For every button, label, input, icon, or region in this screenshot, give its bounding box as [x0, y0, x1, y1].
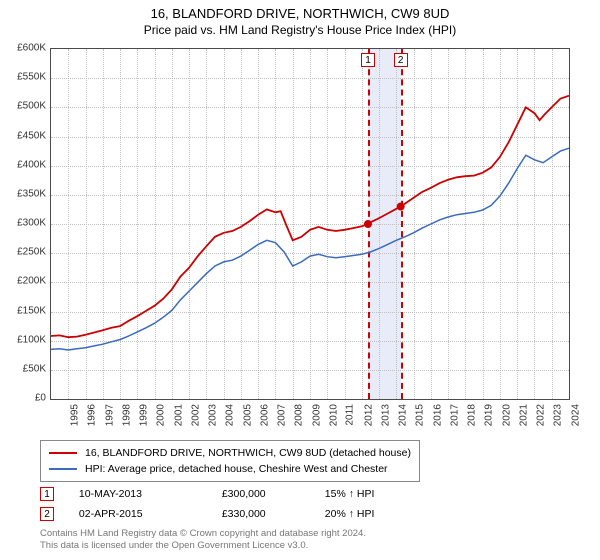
x-axis-label: 2019	[484, 404, 495, 426]
y-axis-label: £250K	[0, 247, 46, 258]
x-axis-label: 2002	[190, 404, 201, 426]
footnote-line: Contains HM Land Registry data © Crown c…	[40, 528, 366, 540]
x-axis-label: 2010	[328, 404, 339, 426]
x-axis-label: 2014	[397, 404, 408, 426]
chart-container: { "title": "16, BLANDFORD DRIVE, NORTHWI…	[0, 0, 600, 560]
sale-point-marker	[397, 203, 405, 211]
footnote-line: This data is licensed under the Open Gov…	[40, 540, 366, 552]
sale-index-badge: 1	[40, 487, 54, 501]
y-axis-label: £400K	[0, 159, 46, 170]
x-axis-label: 2006	[259, 404, 270, 426]
page-subtitle: Price paid vs. HM Land Registry's House …	[0, 21, 600, 41]
series-line-property	[51, 96, 569, 338]
legend-swatch	[49, 468, 77, 470]
x-axis-label: 2022	[535, 404, 546, 426]
y-axis-label: £550K	[0, 72, 46, 83]
x-axis-label: 2005	[242, 404, 253, 426]
x-axis-label: 2007	[276, 404, 287, 426]
legend-swatch	[49, 452, 77, 454]
legend-item: 16, BLANDFORD DRIVE, NORTHWICH, CW9 8UD …	[49, 445, 411, 461]
footnote: Contains HM Land Registry data © Crown c…	[40, 528, 366, 552]
y-axis-label: £500K	[0, 101, 46, 112]
y-axis-label: £150K	[0, 305, 46, 316]
x-axis-label: 1996	[87, 404, 98, 426]
table-row: 1 10-MAY-2013 £300,000 15% ↑ HPI	[40, 484, 445, 504]
y-axis-label: £0	[0, 393, 46, 404]
x-axis-label: 2017	[449, 404, 460, 426]
x-axis-label: 2008	[294, 404, 305, 426]
sale-price: £330,000	[222, 504, 322, 524]
x-axis-label: 2009	[311, 404, 322, 426]
x-axis-label: 1997	[104, 404, 115, 426]
y-axis-label: £450K	[0, 130, 46, 141]
x-axis-label: 2021	[518, 404, 529, 426]
y-axis-label: £100K	[0, 334, 46, 345]
x-axis-label: 2024	[570, 404, 581, 426]
chart-plot-area: 12	[50, 48, 570, 400]
y-axis-label: £600K	[0, 43, 46, 54]
x-axis-label: 2004	[225, 404, 236, 426]
series-line-hpi	[51, 148, 569, 350]
y-axis-label: £300K	[0, 218, 46, 229]
y-axis-label: £50K	[0, 363, 46, 374]
sale-hpi-diff: 20% ↑ HPI	[325, 504, 445, 524]
table-row: 2 02-APR-2015 £330,000 20% ↑ HPI	[40, 504, 445, 524]
legend-label: 16, BLANDFORD DRIVE, NORTHWICH, CW9 8UD …	[85, 447, 411, 459]
x-axis-label: 1999	[138, 404, 149, 426]
sale-price: £300,000	[222, 484, 322, 504]
sales-table: 1 10-MAY-2013 £300,000 15% ↑ HPI 2 02-AP…	[40, 484, 445, 524]
sale-hpi-diff: 15% ↑ HPI	[325, 484, 445, 504]
x-axis-label: 2023	[553, 404, 564, 426]
chart-svg	[51, 49, 569, 399]
x-axis-label: 2003	[207, 404, 218, 426]
x-axis-label: 2020	[501, 404, 512, 426]
x-axis-label: 2013	[380, 404, 391, 426]
y-axis-label: £200K	[0, 276, 46, 287]
legend: 16, BLANDFORD DRIVE, NORTHWICH, CW9 8UD …	[40, 440, 420, 482]
x-axis-label: 1995	[69, 404, 80, 426]
x-axis-label: 2018	[466, 404, 477, 426]
legend-label: HPI: Average price, detached house, Ches…	[85, 463, 388, 475]
sale-point-marker	[364, 220, 372, 228]
sale-index-badge: 2	[40, 507, 54, 521]
y-axis-label: £350K	[0, 188, 46, 199]
sale-date: 02-APR-2015	[79, 504, 219, 524]
x-axis-label: 2015	[415, 404, 426, 426]
x-axis-label: 2012	[363, 404, 374, 426]
x-axis-label: 2016	[432, 404, 443, 426]
legend-item: HPI: Average price, detached house, Ches…	[49, 461, 411, 477]
page-title: 16, BLANDFORD DRIVE, NORTHWICH, CW9 8UD	[0, 0, 600, 21]
x-axis-label: 2011	[345, 404, 356, 426]
sale-date: 10-MAY-2013	[79, 484, 219, 504]
x-axis-label: 1998	[121, 404, 132, 426]
x-axis-label: 2001	[173, 404, 184, 426]
x-axis-label: 2000	[156, 404, 167, 426]
